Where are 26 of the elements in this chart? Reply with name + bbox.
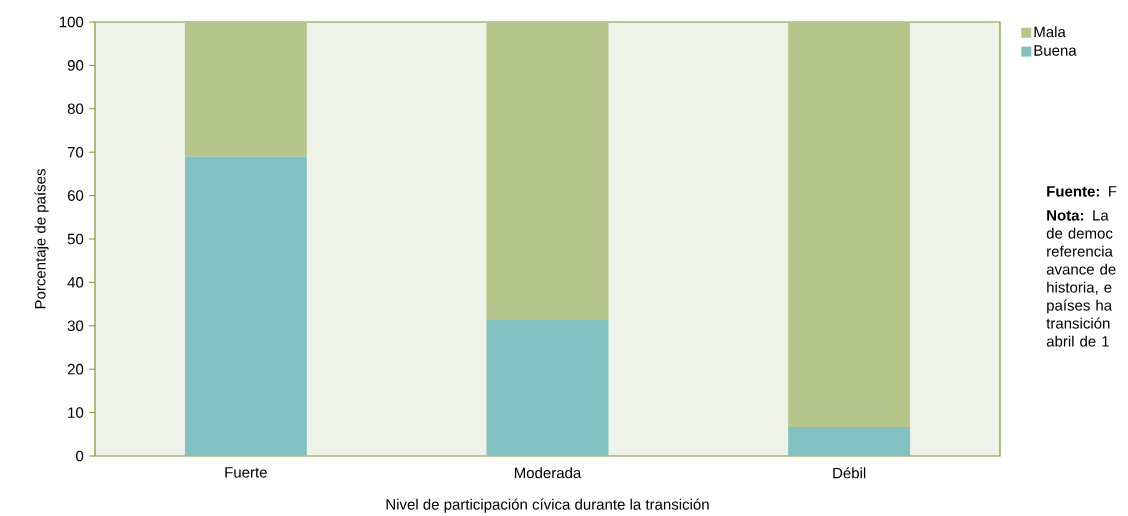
y-tick-label: 70 [67,146,84,158]
y-tick-label: 60 [67,190,84,201]
legend-label: Mala [1034,26,1066,38]
y-tick-label: 0 [76,450,84,462]
y-tick-label: 40 [67,277,84,288]
y-tick-label: 90 [67,60,84,71]
bar [486,21,609,320]
y-tick-label: 100 [59,16,84,28]
x-tick-label: Débil [833,467,866,479]
bar [788,21,911,427]
text: Nota: La de democ referencia avance de historia, e países ha transición abril de 1 [1046,210,1116,347]
y-tick-label: 20 [67,363,84,375]
x-axis-title: Nivel de participación cívica durante la transición [386,498,709,513]
legend-label: Buena [1034,45,1077,56]
y-tick-label: 30 [67,320,84,332]
y-tick-label: 80 [67,103,84,115]
y-tick-label: 50 [67,233,84,245]
y-tick-label: 10 [68,407,84,418]
bar [788,426,911,456]
x-tick-label: Moderada [514,467,582,479]
x-tick-label: Fuerte [225,467,267,478]
y-axis-title: Porcentaje de países [34,169,49,309]
bar [486,319,609,456]
bar [184,21,307,157]
bar [184,156,307,456]
text: Fuente: F [1047,186,1117,197]
